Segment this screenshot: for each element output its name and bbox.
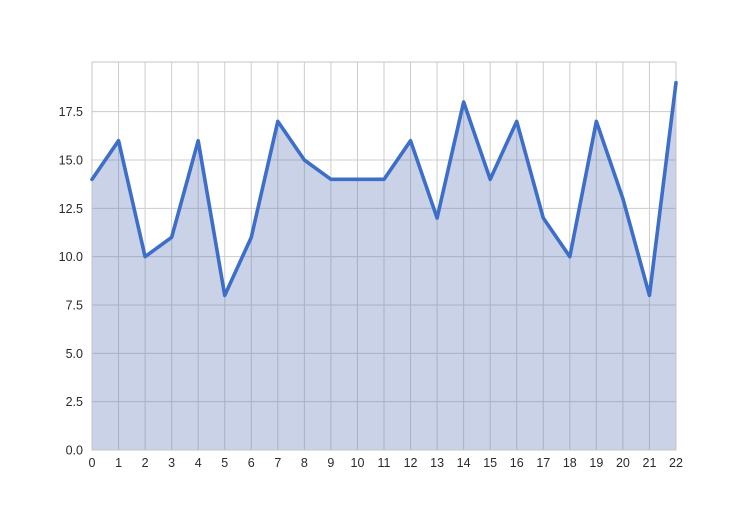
x-tick-label: 19 xyxy=(589,456,603,470)
x-tick-label: 18 xyxy=(563,456,577,470)
x-tick-label: 7 xyxy=(274,456,281,470)
x-tick-label: 13 xyxy=(430,456,444,470)
y-tick-label: 0.0 xyxy=(66,444,83,458)
x-tick-label: 16 xyxy=(510,456,524,470)
y-tick-label: 7.5 xyxy=(66,299,83,313)
y-tick-label: 2.5 xyxy=(66,395,83,409)
x-tick-label: 17 xyxy=(536,456,550,470)
y-tick-label: 5.0 xyxy=(66,347,83,361)
x-tick-label: 11 xyxy=(378,456,391,470)
y-tick-label: 10.0 xyxy=(59,250,83,264)
x-tick-label: 20 xyxy=(616,456,630,470)
x-tick-label: 6 xyxy=(248,456,255,470)
x-tick-label: 4 xyxy=(195,456,202,470)
data-line xyxy=(90,80,678,298)
x-tick-label: 22 xyxy=(669,456,683,470)
y-tick-label: 12.5 xyxy=(59,202,83,216)
x-tick-label: 15 xyxy=(483,456,497,470)
x-tick-label: 12 xyxy=(404,456,418,470)
plot-border xyxy=(91,61,677,451)
x-tick-label: 21 xyxy=(643,456,657,470)
x-tick-label: 1 xyxy=(115,456,122,470)
x-tick-label: 0 xyxy=(89,456,96,470)
x-tick-label: 10 xyxy=(351,456,365,470)
x-tick-label: 5 xyxy=(221,456,228,470)
y-tick-label: 15.0 xyxy=(59,154,83,168)
x-tick-label: 3 xyxy=(168,456,175,470)
x-tick-label: 2 xyxy=(142,456,149,470)
x-tick-label: 9 xyxy=(327,456,334,470)
x-tick-label: 14 xyxy=(457,456,471,470)
y-tick-label: 17.5 xyxy=(59,105,83,119)
x-tick-label: 8 xyxy=(301,456,308,470)
